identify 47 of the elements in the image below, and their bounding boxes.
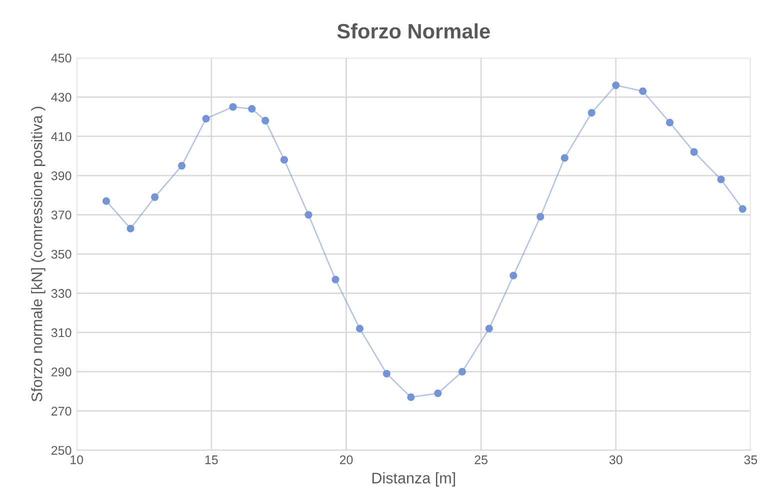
x-tick-label: 10 (70, 455, 84, 464)
y-tick-label: 350 (51, 250, 72, 259)
y-tick-label: 410 (51, 132, 72, 141)
y-tick-label: 430 (51, 92, 72, 102)
point (666, 118, 674, 126)
point (229, 103, 237, 111)
y-axis-title: Sforzo normale [kN] (comressione positiva ) (31, 106, 46, 402)
y-tick-label: 290 (52, 368, 72, 376)
x-tick-label: 15 (205, 456, 218, 464)
point (690, 148, 698, 156)
point (382, 370, 390, 378)
point (738, 205, 746, 213)
y-tick-label: 310 (51, 328, 72, 338)
point (280, 156, 288, 164)
point (262, 116, 270, 124)
point (510, 272, 518, 280)
point (536, 212, 544, 221)
x-tick-label: 25 (474, 455, 488, 464)
point (126, 224, 134, 232)
point (102, 197, 110, 205)
x-tick-label: 35 (744, 455, 758, 464)
y-tick-label: 250 (52, 446, 72, 455)
y-tick-label: 370 (51, 210, 72, 220)
point (458, 368, 466, 376)
y-tick-label: 330 (51, 289, 72, 298)
point (202, 114, 210, 122)
point (612, 81, 620, 90)
point (356, 324, 364, 332)
point (150, 193, 159, 201)
point (485, 324, 493, 332)
point (588, 108, 596, 117)
point (434, 389, 442, 398)
point (407, 393, 415, 402)
y-tick-label: 450 (51, 54, 72, 62)
y-tick-label: 390 (51, 171, 72, 180)
x-tick-label: 20 (340, 455, 353, 464)
chart-title: Sforzo Normale (337, 23, 490, 39)
point (178, 162, 186, 170)
y-tick-label: 270 (52, 406, 72, 416)
point (248, 105, 256, 113)
point (717, 176, 725, 184)
point (332, 276, 340, 284)
point (560, 154, 568, 162)
x-tick-label: 30 (609, 455, 622, 464)
point (304, 210, 312, 219)
point (639, 87, 647, 96)
x-axis-title: Distanza [m] (372, 472, 456, 486)
